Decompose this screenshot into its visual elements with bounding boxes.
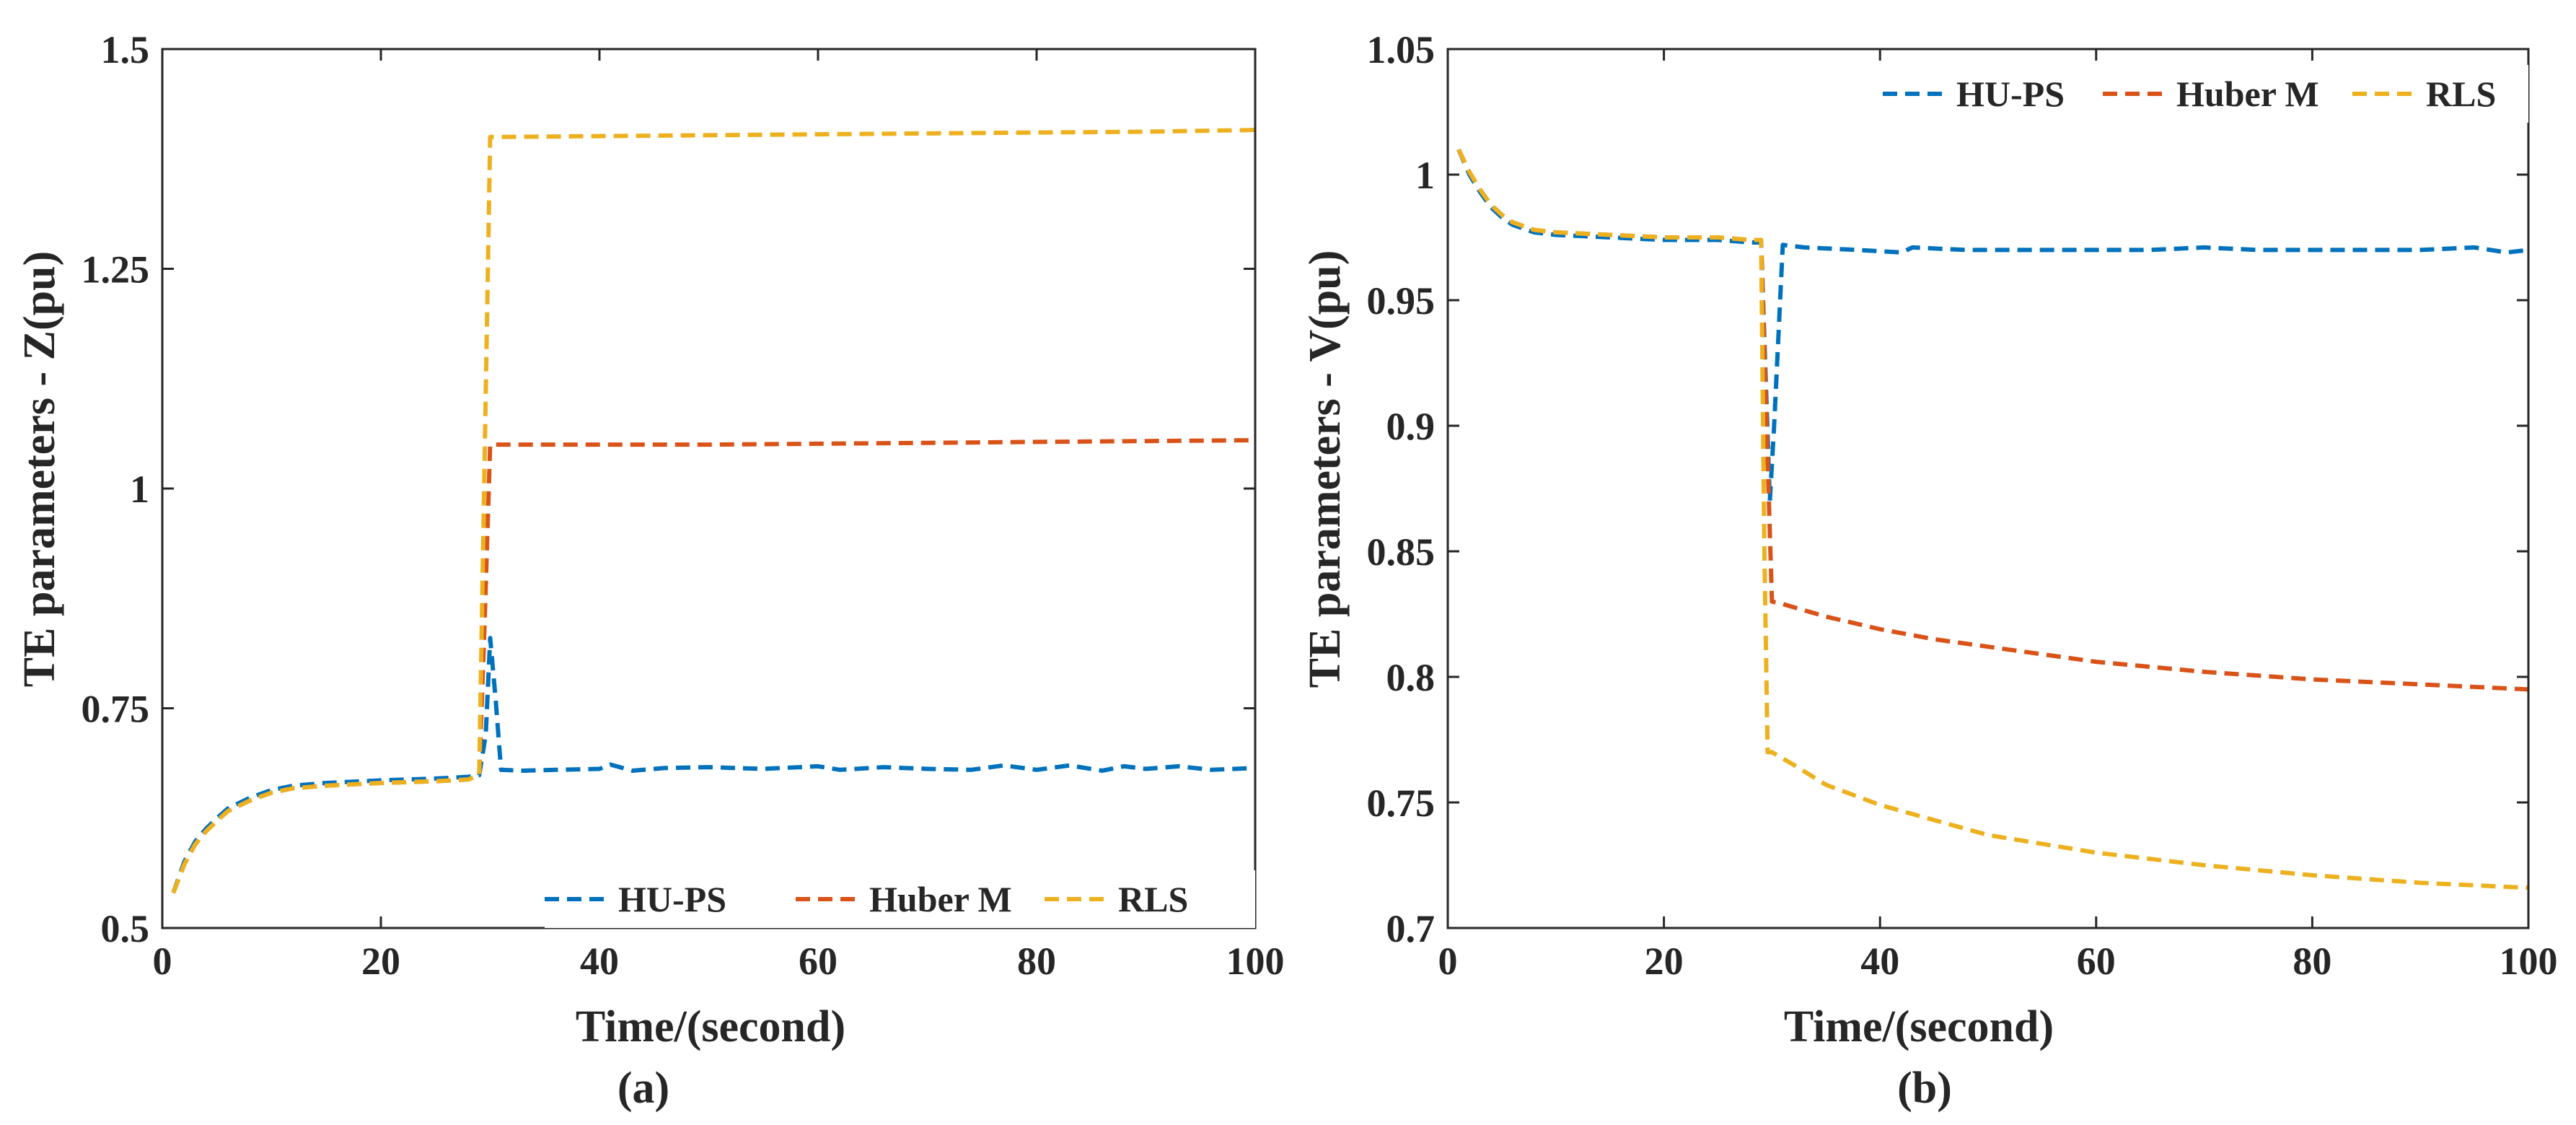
panel-b-xlabel: Time/(second)	[1784, 1002, 2054, 1051]
x-tick-label: 60	[2077, 940, 2116, 983]
y-tick-label: 0.95	[1367, 279, 1436, 323]
x-tick-label: 100	[1226, 940, 1285, 983]
y-tick-label: 0.8	[1386, 656, 1436, 699]
y-tick-label: 0.75	[1367, 782, 1436, 825]
x-tick-label: 40	[580, 940, 619, 983]
chart-panel-b: TE parameters - V(pu) Time/(second) (b) …	[1301, 28, 2558, 1113]
legend-label: HU-PS	[1956, 74, 2065, 114]
series-line-rls	[171, 128, 1255, 894]
series-line-huber-m	[171, 438, 1255, 894]
legend-label: Huber M	[869, 879, 1012, 919]
legend-label: HU-PS	[618, 879, 726, 919]
y-tick-label: 0.75	[82, 688, 150, 731]
y-tick-label: 0.7	[1386, 907, 1436, 950]
legend: HU-PS Huber M RLS	[545, 870, 1255, 928]
plot-frame	[1446, 48, 2530, 929]
panel-a-xlabel: Time/(second)	[576, 1002, 845, 1051]
x-tick-label: 60	[799, 940, 838, 983]
y-tick-label: 1.05	[1367, 28, 1436, 71]
y-tick-label: 1.25	[82, 248, 150, 292]
series-line-hu-ps	[1456, 149, 2528, 504]
panel-b-caption: (b)	[1897, 1064, 1952, 1113]
x-tick-label: 0	[153, 940, 172, 983]
series-line-hu-ps	[171, 636, 1255, 894]
panel-a-caption: (a)	[617, 1064, 669, 1113]
legend-box	[545, 870, 1255, 928]
x-tick-label: 100	[2500, 940, 2558, 983]
x-tick-label: 40	[1860, 940, 1899, 983]
y-tick-label: 0.85	[1367, 530, 1436, 574]
chart-panel-a: TE parameters - Z(pu) Time/(second) (a) …	[15, 28, 1285, 1113]
legend: HU-PS Huber M RLS	[1873, 65, 2528, 123]
x-tick-label: 80	[2293, 940, 2331, 983]
x-tick-label: 20	[361, 940, 400, 983]
legend-label: Huber M	[2176, 74, 2319, 114]
x-tick-label: 80	[1017, 940, 1056, 983]
panel-a-ylabel: TE parameters - Z(pu)	[15, 251, 64, 687]
x-tick-label: 0	[1438, 940, 1458, 983]
y-tick-label: 1	[130, 468, 149, 511]
y-tick-label: 0.9	[1386, 405, 1436, 448]
legend-box	[1873, 65, 2528, 123]
y-tick-label: 1	[1415, 154, 1435, 197]
legend-label: RLS	[2426, 74, 2496, 114]
y-tick-label: 1.5	[101, 28, 150, 71]
series-line-rls	[1456, 148, 2528, 890]
panel-b-ylabel: TE parameters - V(pu)	[1301, 250, 1350, 688]
x-tick-label: 20	[1645, 940, 1684, 983]
legend-label: RLS	[1118, 879, 1188, 919]
y-tick-label: 0.5	[101, 907, 150, 950]
